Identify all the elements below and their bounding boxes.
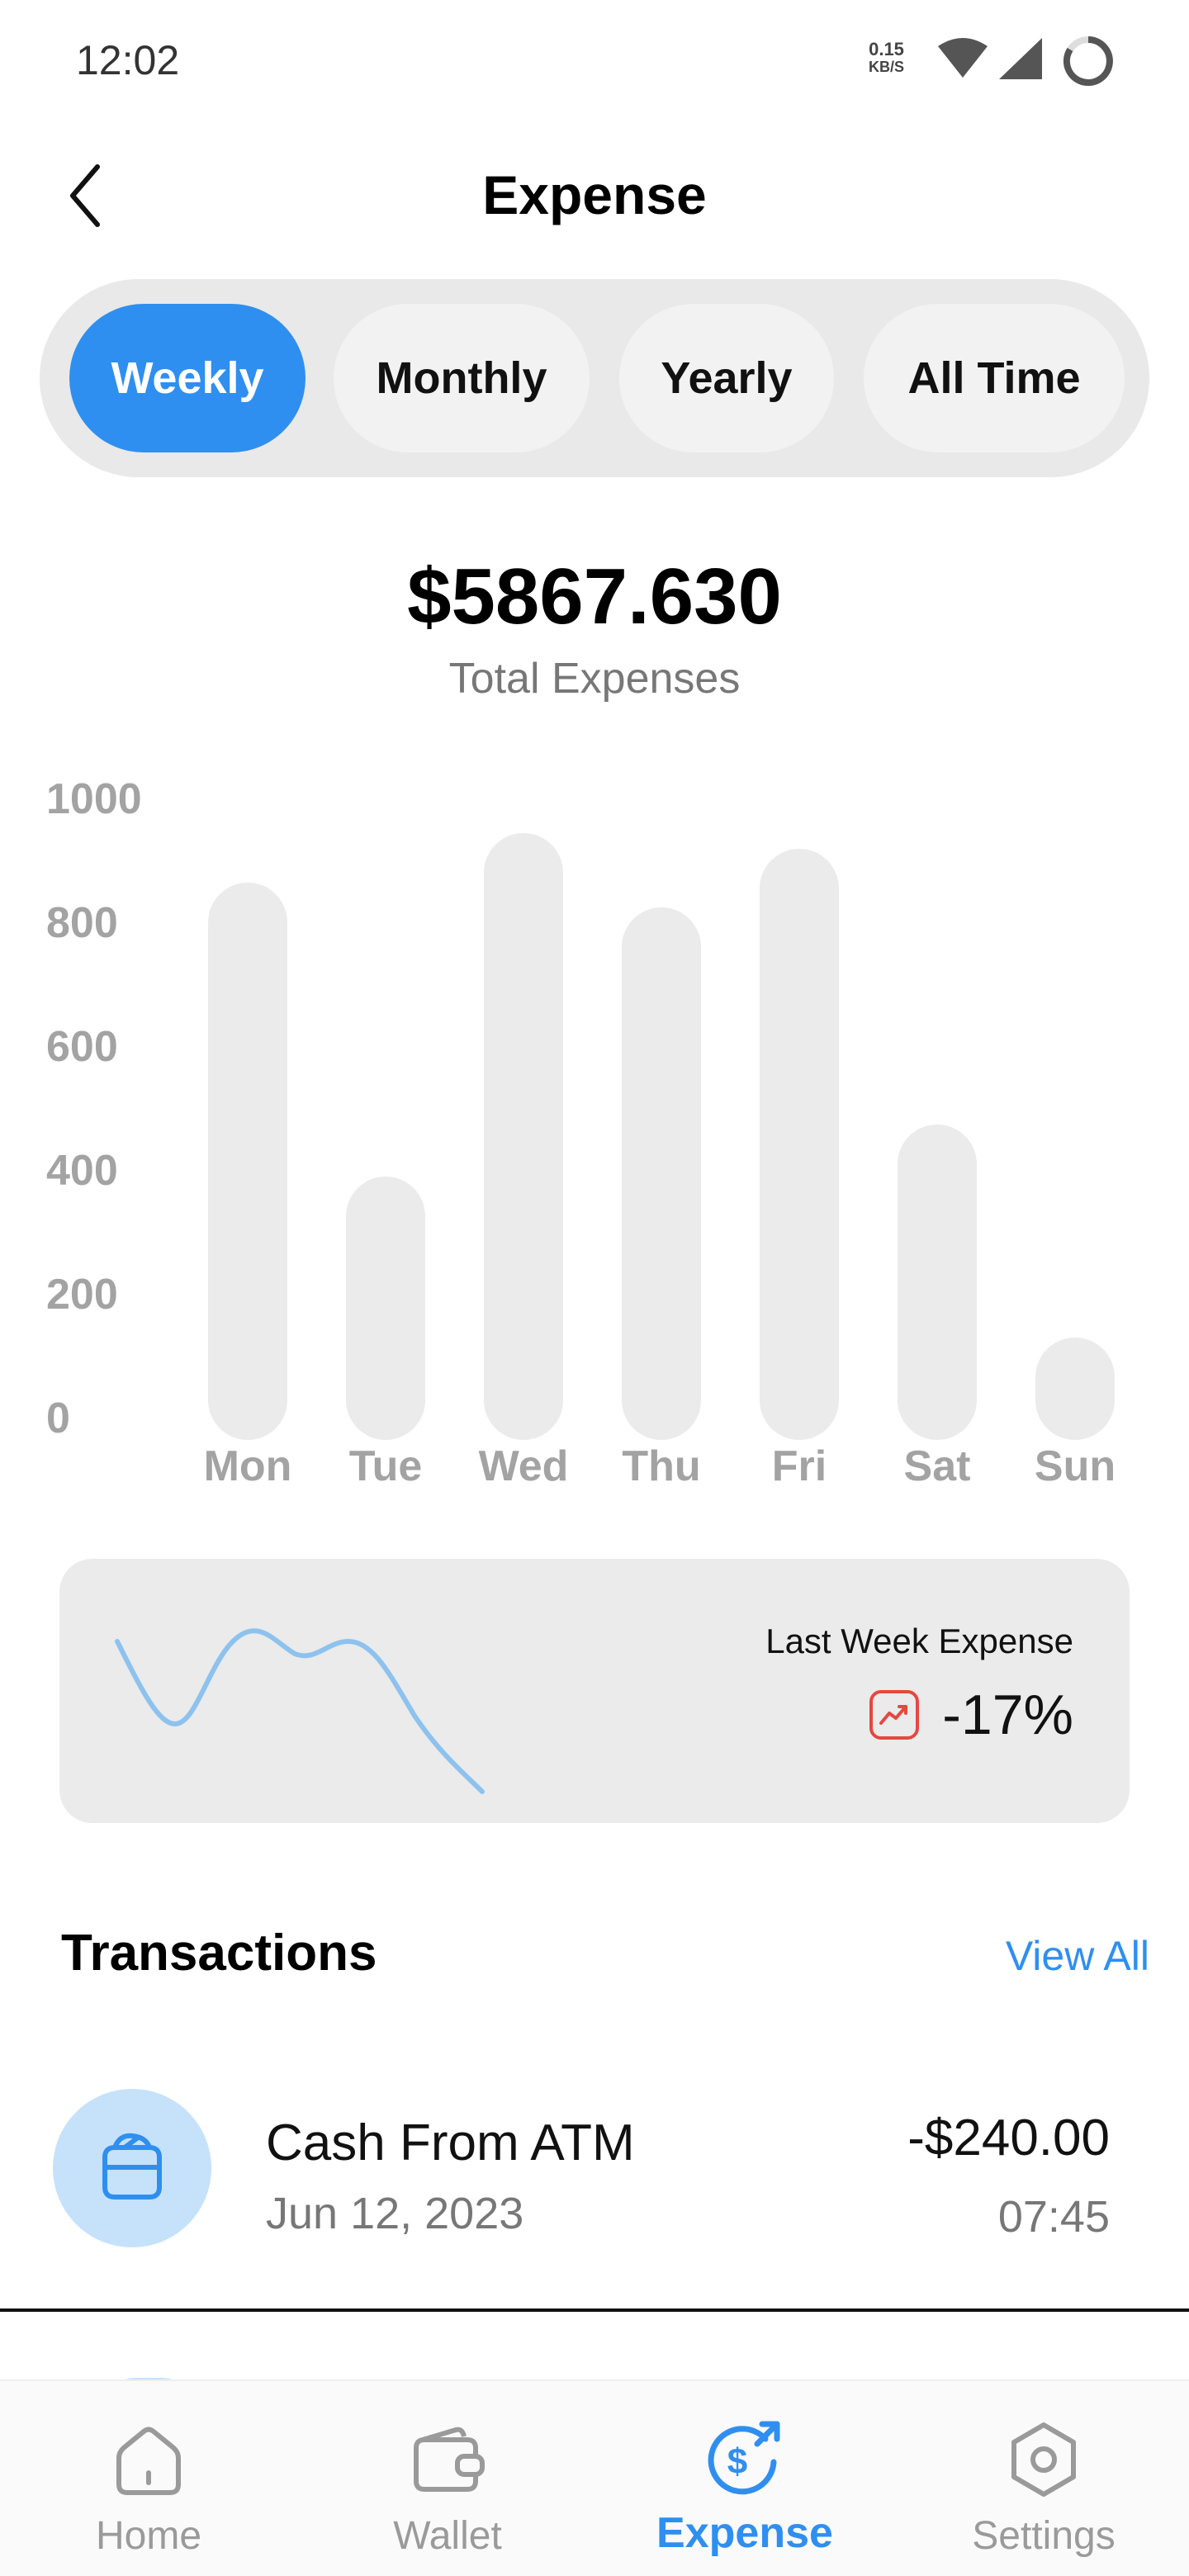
y-tick-label: 1000 xyxy=(46,775,142,823)
x-tick-label: Sat xyxy=(903,1442,971,1490)
bottom-nav: Home Wallet $ Expense xyxy=(0,2379,1189,2576)
nav-settings-label: Settings xyxy=(972,2514,1116,2558)
nav-wallet[interactable]: Wallet xyxy=(324,2381,571,2576)
tab-monthly[interactable]: Monthly xyxy=(334,304,590,452)
weekly-expense-chart: 1000 800 600 400 200 0 Mon Tue Wed Thu Fri Sat Sun xyxy=(0,760,1189,1503)
period-tabs: Weekly Monthly Yearly All Time xyxy=(40,279,1149,477)
nav-home-label: Home xyxy=(95,2514,202,2558)
transactions-title: Transactions xyxy=(61,1925,377,1982)
x-tick-label: Tue xyxy=(348,1442,423,1490)
status-bar: 12:02 0.15 KB/S xyxy=(0,0,1189,124)
tab-yearly[interactable]: Yearly xyxy=(619,304,834,452)
bar-fri[interactable] xyxy=(760,848,839,1440)
network-speed: 0.15 KB/S xyxy=(869,39,905,75)
svg-text:$: $ xyxy=(727,2441,747,2482)
transaction-icon-circle xyxy=(53,2089,211,2247)
view-all-link[interactable]: View All xyxy=(1005,1933,1149,1979)
tab-all-time[interactable]: All Time xyxy=(864,304,1125,452)
y-tick-label: 600 xyxy=(46,1023,118,1071)
nav-expense-label: Expense xyxy=(656,2509,833,2557)
sparkline xyxy=(115,1628,485,1794)
x-tick-label: Mon xyxy=(203,1442,292,1490)
battery-icon xyxy=(1063,36,1113,86)
page-header: Expense xyxy=(0,140,1189,248)
total-label: Total Expenses xyxy=(448,655,741,703)
trend-chart-icon xyxy=(869,1690,920,1740)
y-tick-label: 0 xyxy=(46,1395,70,1442)
settings-icon xyxy=(1011,2422,1076,2497)
y-tick-label: 800 xyxy=(46,899,118,947)
nav-home[interactable]: Home xyxy=(25,2381,272,2576)
comparison-value: -17% xyxy=(942,1683,1073,1746)
comparison-card: Last Week Expense -17% xyxy=(59,1559,1130,1823)
nav-expense[interactable]: $ Expense xyxy=(621,2381,869,2576)
total-amount: $5867.630 xyxy=(407,552,782,641)
bar-sun[interactable] xyxy=(1035,1338,1115,1440)
transaction-name: Cash From ATM xyxy=(266,2114,635,2171)
comparison-title: Last Week Expense xyxy=(765,1622,1073,1660)
bar-mon[interactable] xyxy=(208,883,287,1440)
home-icon xyxy=(116,2427,181,2495)
chevron-left-icon xyxy=(70,164,100,227)
signal-icon xyxy=(999,38,1042,79)
tab-weekly[interactable]: Weekly xyxy=(69,304,306,452)
comparison-value-row: -17% xyxy=(868,1683,1073,1747)
y-tick-label: 400 xyxy=(46,1147,118,1195)
wallet-icon xyxy=(102,2133,162,2200)
x-tick-label: Wed xyxy=(478,1442,569,1490)
network-speed-value: 0.15 xyxy=(869,39,904,59)
bar-wed[interactable] xyxy=(484,833,563,1440)
divider xyxy=(0,2308,1189,2312)
transaction-amount: -$240.00 xyxy=(907,2110,1110,2166)
x-tick-label: Fri xyxy=(771,1442,827,1490)
wallet-icon xyxy=(414,2427,485,2492)
transaction-time: 07:45 xyxy=(997,2192,1110,2242)
wifi-icon xyxy=(938,38,988,78)
transaction-date: Jun 12, 2023 xyxy=(266,2189,524,2238)
bar-thu[interactable] xyxy=(622,907,701,1440)
dollar-arrow-icon: $ xyxy=(708,2421,780,2495)
page-title: Expense xyxy=(482,164,707,225)
nav-settings[interactable]: Settings xyxy=(920,2381,1168,2576)
x-tick-label: Thu xyxy=(622,1442,701,1490)
x-tick-label: Sun xyxy=(1034,1442,1116,1490)
network-speed-unit: KB/S xyxy=(869,59,905,75)
bar-tue[interactable] xyxy=(346,1177,425,1440)
y-tick-label: 200 xyxy=(46,1271,118,1319)
back-button[interactable] xyxy=(63,159,121,233)
bar-sat[interactable] xyxy=(898,1124,977,1440)
nav-wallet-label: Wallet xyxy=(393,2514,502,2558)
transaction-row[interactable]: Cash From ATM Jun 12, 2023 -$240.00 07:4… xyxy=(0,2072,1189,2247)
status-time: 12:02 xyxy=(76,37,180,83)
